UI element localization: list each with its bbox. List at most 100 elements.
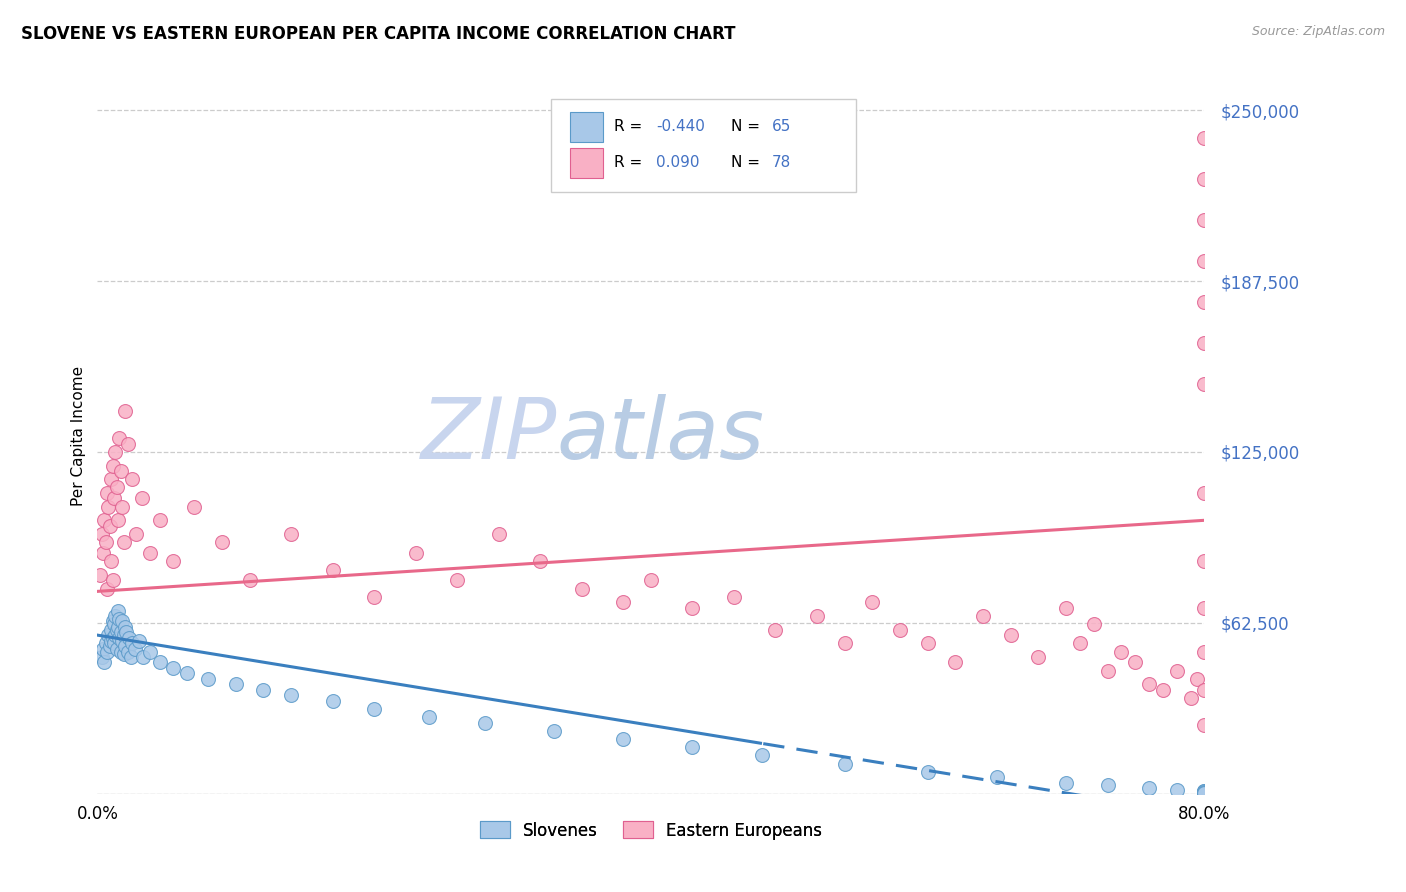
Point xyxy=(112,628,135,642)
Point xyxy=(1000,628,1022,642)
Point xyxy=(806,609,828,624)
Point xyxy=(139,546,162,560)
Point xyxy=(96,644,118,658)
Point xyxy=(93,513,115,527)
Text: R =: R = xyxy=(614,120,647,135)
Text: SLOVENE VS EASTERN EUROPEAN PER CAPITA INCOME CORRELATION CHART: SLOVENE VS EASTERN EUROPEAN PER CAPITA I… xyxy=(21,25,735,43)
Point xyxy=(104,628,127,642)
Point xyxy=(101,574,124,588)
Point xyxy=(110,464,132,478)
Point xyxy=(101,615,124,629)
Point xyxy=(612,731,634,746)
FancyBboxPatch shape xyxy=(551,99,856,192)
Point xyxy=(917,764,939,779)
Point xyxy=(252,682,274,697)
Point xyxy=(280,688,302,702)
Point xyxy=(1194,212,1216,227)
Point xyxy=(94,636,117,650)
Point xyxy=(100,633,122,648)
Point xyxy=(128,633,150,648)
Point xyxy=(105,623,128,637)
Point xyxy=(111,633,134,648)
Point xyxy=(681,740,703,755)
Point xyxy=(108,631,131,645)
Point xyxy=(132,650,155,665)
Point xyxy=(529,554,551,568)
Point xyxy=(104,445,127,459)
Point xyxy=(889,623,911,637)
Point xyxy=(225,677,247,691)
Point xyxy=(121,636,143,650)
Point xyxy=(139,644,162,658)
Text: N =: N = xyxy=(731,120,765,135)
Point xyxy=(1194,554,1216,568)
Point xyxy=(115,625,138,640)
Point xyxy=(1137,781,1160,796)
Point xyxy=(1180,691,1202,706)
Point xyxy=(149,656,172,670)
Point xyxy=(1083,617,1105,632)
Point xyxy=(176,666,198,681)
Point xyxy=(114,404,136,418)
Legend: Slovenes, Eastern Europeans: Slovenes, Eastern Europeans xyxy=(472,814,828,847)
Point xyxy=(1194,784,1216,798)
Point xyxy=(1054,776,1077,790)
FancyBboxPatch shape xyxy=(569,112,603,142)
Point xyxy=(112,647,135,661)
Point xyxy=(1194,644,1216,658)
Point xyxy=(488,527,510,541)
Point xyxy=(571,582,593,596)
Point xyxy=(1194,786,1216,800)
Point xyxy=(211,535,233,549)
Point xyxy=(101,458,124,473)
Point xyxy=(1152,682,1174,697)
Point xyxy=(100,472,122,486)
Point xyxy=(117,644,139,658)
Point xyxy=(197,672,219,686)
Point xyxy=(834,636,856,650)
Text: atlas: atlas xyxy=(557,394,765,477)
Text: 0.090: 0.090 xyxy=(657,155,700,170)
Point xyxy=(124,641,146,656)
Point xyxy=(1194,785,1216,799)
Point xyxy=(118,631,141,645)
Point xyxy=(120,650,142,665)
Point xyxy=(110,625,132,640)
Point xyxy=(101,631,124,645)
Point xyxy=(972,609,994,624)
Point xyxy=(1194,130,1216,145)
Point xyxy=(943,656,966,670)
Point xyxy=(1194,335,1216,350)
Point xyxy=(1194,376,1216,391)
Point xyxy=(322,694,344,708)
Point xyxy=(1194,682,1216,697)
Point xyxy=(100,623,122,637)
Point xyxy=(114,620,136,634)
Point xyxy=(111,615,134,629)
Point xyxy=(90,650,112,665)
Point xyxy=(98,639,121,653)
Point xyxy=(1194,718,1216,732)
Point xyxy=(751,748,773,763)
Point xyxy=(363,590,385,604)
Point xyxy=(1097,664,1119,678)
Point xyxy=(114,639,136,653)
Point xyxy=(1123,656,1146,670)
Point xyxy=(89,568,111,582)
Point xyxy=(108,431,131,445)
Point xyxy=(1166,782,1188,797)
Point xyxy=(1194,294,1216,309)
Point xyxy=(105,641,128,656)
Point xyxy=(681,600,703,615)
Point xyxy=(1194,786,1216,800)
Point xyxy=(405,546,427,560)
Point xyxy=(108,612,131,626)
Point xyxy=(104,609,127,624)
Point xyxy=(1187,672,1209,686)
Point xyxy=(1097,779,1119,793)
Point xyxy=(149,513,172,527)
Point xyxy=(96,582,118,596)
Point xyxy=(162,554,184,568)
Text: Source: ZipAtlas.com: Source: ZipAtlas.com xyxy=(1251,25,1385,38)
Point xyxy=(97,628,120,642)
